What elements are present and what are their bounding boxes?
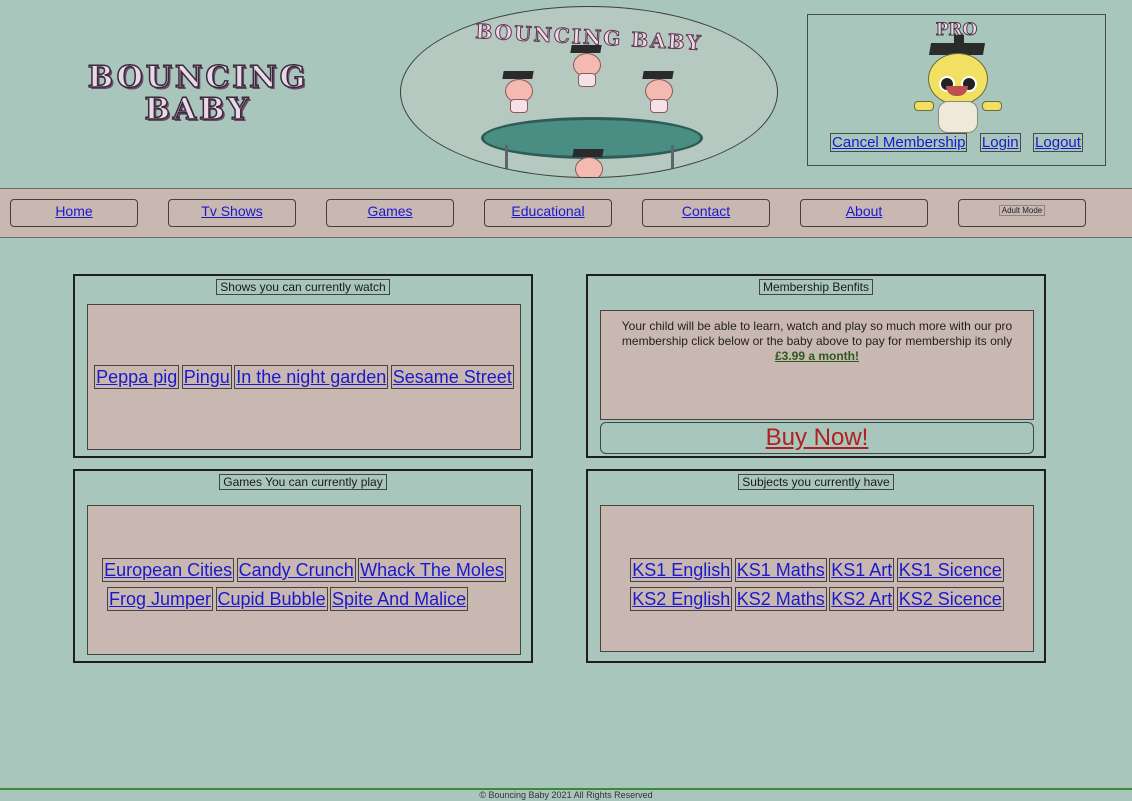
subject-link-ks1-art[interactable]: KS1 Art [829, 558, 895, 582]
game-link-candy-crunch[interactable]: Candy Crunch [236, 558, 356, 582]
baby-icon [641, 69, 675, 113]
buy-now-button[interactable]: Buy Now! [600, 422, 1034, 454]
membership-description: Your child will be able to learn, watch … [600, 310, 1034, 420]
game-link-spite-and-malice[interactable]: Spite And Malice [330, 587, 469, 611]
baby-icon [571, 147, 605, 177]
shows-panel: Shows you can currently watch Peppa pig … [73, 274, 533, 458]
login-link[interactable]: Login [979, 133, 1021, 152]
subject-link-ks1-maths[interactable]: KS1 Maths [734, 558, 827, 582]
nav-contact[interactable]: Contact [642, 199, 770, 227]
hero-banner[interactable]: BOUNCING BABY [400, 6, 778, 178]
logo-line-2: BABY [144, 92, 252, 127]
footer: © Bouncing Baby 2021 All Rights Reserved [0, 788, 1132, 801]
adult-mode-label: Adult Mode [998, 205, 1046, 216]
games-title: Games You can currently play [219, 474, 387, 490]
nav-educational[interactable]: Educational [484, 199, 612, 227]
cancel-membership-link[interactable]: Cancel Membership [830, 133, 968, 152]
subject-link-ks2-english[interactable]: KS2 English [630, 587, 733, 611]
subject-link-ks2-art[interactable]: KS2 Art [829, 587, 895, 611]
adult-mode-button[interactable]: Adult Mode [958, 199, 1086, 227]
trampoline-leg [671, 145, 674, 175]
shows-list: Peppa pig Pingu In the night garden Sesa… [87, 304, 521, 450]
copyright-text: © Bouncing Baby 2021 All Rights Reserved [479, 790, 653, 800]
shows-title: Shows you can currently watch [216, 279, 390, 295]
subjects-title: Subjects you currently have [738, 474, 894, 490]
nav-games[interactable]: Games [326, 199, 454, 227]
logout-link[interactable]: Logout [1033, 133, 1083, 152]
baby-icon [501, 69, 535, 113]
pro-label: PRO [935, 20, 978, 41]
membership-panel: Membership Benfits Your child will be ab… [586, 274, 1046, 458]
game-link-cupid-bubble[interactable]: Cupid Bubble [215, 587, 328, 611]
game-link-whack-the-moles[interactable]: Whack The Moles [358, 558, 506, 582]
nav-tv-shows[interactable]: Tv Shows [168, 199, 296, 227]
logo-line-1: BOUNCING [87, 60, 309, 95]
game-link-european-cities[interactable]: European Cities [102, 558, 235, 582]
subject-link-ks1-english[interactable]: KS1 English [630, 558, 733, 582]
main-nav: Home Tv Shows Games Educational Contact … [0, 188, 1132, 238]
subjects-list: KS1 English KS1 Maths KS1 Art KS1 Sicenc… [600, 505, 1034, 652]
subject-link-ks1-science[interactable]: KS1 Sicence [896, 558, 1004, 582]
membership-text: Your child will be able to learn, watch … [621, 319, 1013, 348]
subject-link-ks2-science[interactable]: KS2 Sicence [896, 587, 1004, 611]
nav-about[interactable]: About [800, 199, 928, 227]
nav-home[interactable]: Home [10, 199, 138, 227]
baby-icon [569, 43, 603, 87]
membership-title: Membership Benfits [758, 279, 874, 295]
subjects-panel: Subjects you currently have KS1 English … [586, 469, 1046, 663]
show-link-pingu[interactable]: Pingu [181, 365, 232, 389]
pro-membership-box: PRO Cancel Membership Login Logout [807, 14, 1106, 166]
show-link-sesame-street[interactable]: Sesame Street [390, 365, 514, 389]
membership-price: £3.99 a month! [774, 349, 860, 363]
pro-baby-icon[interactable] [912, 35, 1002, 133]
show-link-peppa-pig[interactable]: Peppa pig [94, 365, 180, 389]
games-list: European Cities Candy Crunch Whack The M… [87, 505, 521, 655]
site-logo[interactable]: BOUNCING BABY [38, 60, 358, 127]
trampoline-leg [505, 145, 508, 175]
games-panel: Games You can currently play European Ci… [73, 469, 533, 663]
subject-link-ks2-maths[interactable]: KS2 Maths [734, 587, 827, 611]
game-link-frog-jumper[interactable]: Frog Jumper [107, 587, 214, 611]
show-link-night-garden[interactable]: In the night garden [234, 365, 389, 389]
